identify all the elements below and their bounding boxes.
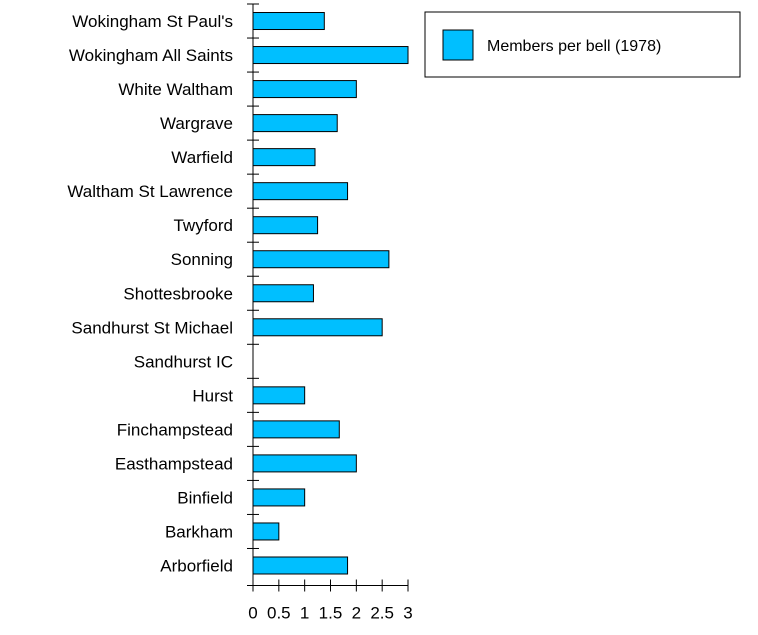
- bars-group: [252, 12, 409, 575]
- bar: [252, 12, 325, 31]
- legend-box: [424, 11, 741, 78]
- x-tick-label: 2: [352, 604, 361, 623]
- x-tick-label: 3: [403, 604, 412, 623]
- bar: [252, 454, 357, 473]
- x-tick-label: 1.5: [319, 604, 343, 623]
- category-label: Finchampstead: [117, 420, 233, 439]
- category-label: Arborfield: [160, 556, 233, 575]
- category-label: Easthampstead: [115, 454, 233, 473]
- category-label: Sandhurst St Michael: [71, 318, 233, 337]
- category-label: Warfield: [171, 148, 233, 167]
- bar: [252, 80, 357, 99]
- bar: [252, 284, 314, 303]
- category-label: Hurst: [192, 386, 233, 405]
- x-tick-label: 0: [248, 604, 257, 623]
- category-label: White Waltham: [118, 80, 233, 99]
- category-label: Sonning: [171, 250, 233, 269]
- category-label: Wokingham St Paul's: [72, 12, 233, 31]
- category-label: Shottesbrooke: [123, 284, 233, 303]
- category-labels: Wokingham St Paul's Wokingham All Saints W…: [67, 12, 233, 575]
- category-label: Sandhurst IC: [134, 352, 233, 371]
- bar: [252, 556, 349, 575]
- bar: [252, 386, 306, 405]
- bar: [252, 46, 409, 65]
- bar: [252, 318, 383, 337]
- legend-label: Members per bell (1978): [487, 38, 661, 55]
- bar: [252, 216, 319, 235]
- category-label: Wokingham All Saints: [69, 46, 233, 65]
- bar: [252, 114, 338, 133]
- category-label: Twyford: [173, 216, 233, 235]
- category-label: Waltham St Lawrence: [67, 182, 233, 201]
- x-tick-label: 0.5: [267, 604, 291, 623]
- bar: [252, 420, 340, 439]
- bar: [252, 182, 349, 201]
- category-label: Wargrave: [160, 114, 233, 133]
- x-tick-label: 1: [300, 604, 309, 623]
- bar: [252, 488, 306, 507]
- bar: [252, 522, 280, 541]
- bar: [252, 250, 390, 269]
- legend-swatch: [442, 29, 474, 61]
- legend: Members per bell (1978): [424, 11, 741, 78]
- x-tick-label: 2.5: [370, 604, 394, 623]
- category-label: Binfield: [177, 488, 233, 507]
- category-label: Barkham: [165, 522, 233, 541]
- bar: [252, 148, 316, 167]
- x-axis-ticks: 0 0.5 1 1.5 2 2.5 3: [248, 579, 413, 623]
- y-axis-ticks: [247, 3, 259, 549]
